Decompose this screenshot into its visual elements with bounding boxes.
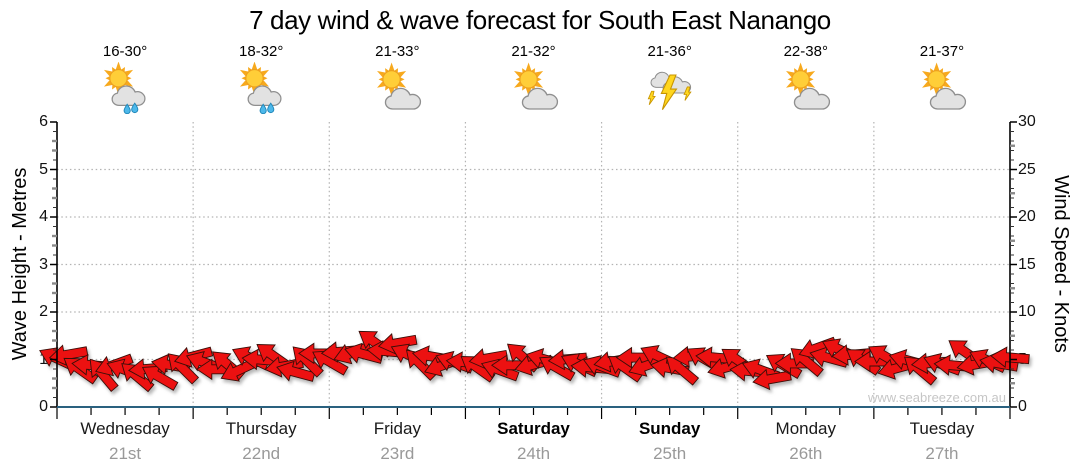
wind-axis-tick-label: 20 <box>1018 208 1036 225</box>
temp-label: 21-37° <box>919 43 965 60</box>
day-name: Monday <box>775 419 837 438</box>
day-name: Friday <box>373 419 421 438</box>
wind-arrow <box>276 360 316 382</box>
day-name: Thursday <box>225 419 297 438</box>
wave-axis-tick-label: 5 <box>39 160 48 178</box>
wind-arrow-band <box>39 330 1030 393</box>
weather-icon-partly-cloudy <box>371 62 423 114</box>
wave-axis-tick-label: 4 <box>39 208 48 225</box>
watermark-text: www.seabreeze.com.au <box>867 390 1006 405</box>
weather-icon-partly-cloudy-showers <box>99 62 151 114</box>
weather-icon-thunderstorm <box>644 62 696 114</box>
temp-label: 21-32° <box>511 43 556 60</box>
day-date: 25th <box>653 444 687 463</box>
weather-icon-partly-cloudy <box>508 62 560 114</box>
wave-axis-tick-label: 3 <box>39 255 48 273</box>
temp-label: 22-38° <box>783 43 828 60</box>
wave-axis-tick-label: 6 <box>39 113 48 130</box>
weather-icon-partly-cloudy-showers <box>235 62 287 114</box>
day-date: 22nd <box>242 444 281 463</box>
wind-axis-tick-label: 15 <box>1018 255 1036 273</box>
day-name: Wednesday <box>80 419 170 438</box>
temp-label: 16-30° <box>102 43 148 60</box>
wind-axis-tick-label: 10 <box>1018 303 1036 320</box>
day-date: 26th <box>789 444 823 463</box>
wind-axis-tick-label: 30 <box>1018 113 1036 130</box>
day-date: 21st <box>108 444 142 463</box>
wind-axis-tick-label: 25 <box>1018 160 1036 178</box>
day-name: Tuesday <box>909 419 975 438</box>
wave-axis-tick-label: 2 <box>39 303 48 320</box>
day-name: Sunday <box>638 419 701 438</box>
chart-title: 7 day wind & wave forecast for South Eas… <box>249 5 831 35</box>
day-date: 24th <box>516 444 551 463</box>
wind-arrow <box>752 368 792 391</box>
day-date: 27th <box>925 444 959 463</box>
day-name: Saturday <box>497 419 570 438</box>
weather-icon-partly-cloudy <box>916 62 968 114</box>
temp-label: 18-32° <box>239 43 284 60</box>
wave-axis-tick-label: 0 <box>39 398 48 415</box>
weather-icon-partly-cloudy <box>780 62 832 114</box>
temp-label: 21-33° <box>375 43 420 60</box>
wave-axis-tick-label: 1 <box>39 350 48 368</box>
wind-axis-tick-label: 0 <box>1018 398 1027 415</box>
day-date: 23rd <box>380 444 415 463</box>
temp-label: 21-36° <box>647 43 692 60</box>
